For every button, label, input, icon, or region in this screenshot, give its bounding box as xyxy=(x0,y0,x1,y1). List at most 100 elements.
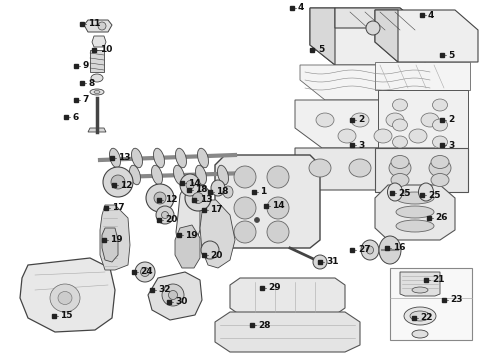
Ellipse shape xyxy=(211,180,225,196)
Text: 30: 30 xyxy=(175,297,187,306)
Text: 17: 17 xyxy=(210,206,222,215)
Ellipse shape xyxy=(391,174,409,186)
Text: 9: 9 xyxy=(82,62,88,71)
Text: 5: 5 xyxy=(448,50,454,59)
Ellipse shape xyxy=(135,262,155,282)
Ellipse shape xyxy=(111,175,125,189)
Ellipse shape xyxy=(313,255,327,269)
Ellipse shape xyxy=(396,206,434,218)
Bar xyxy=(390,268,472,340)
Ellipse shape xyxy=(129,165,141,185)
Polygon shape xyxy=(215,155,320,248)
Ellipse shape xyxy=(412,287,428,293)
Text: 31: 31 xyxy=(326,257,339,266)
Ellipse shape xyxy=(254,217,260,222)
Text: 19: 19 xyxy=(185,230,197,239)
Polygon shape xyxy=(102,228,118,262)
Text: 12: 12 xyxy=(120,180,132,189)
Ellipse shape xyxy=(151,165,163,185)
Ellipse shape xyxy=(418,183,434,201)
Polygon shape xyxy=(215,312,360,352)
Ellipse shape xyxy=(196,165,206,185)
Ellipse shape xyxy=(351,113,369,127)
Ellipse shape xyxy=(201,241,219,259)
Ellipse shape xyxy=(431,174,449,186)
Text: 20: 20 xyxy=(165,216,177,225)
Ellipse shape xyxy=(392,99,408,111)
Text: 2: 2 xyxy=(358,116,364,125)
Text: 3: 3 xyxy=(358,140,364,149)
Text: 10: 10 xyxy=(100,45,112,54)
Polygon shape xyxy=(100,205,130,270)
Ellipse shape xyxy=(162,211,169,219)
Ellipse shape xyxy=(374,129,392,143)
Ellipse shape xyxy=(391,156,409,168)
Polygon shape xyxy=(200,200,235,268)
Text: 15: 15 xyxy=(60,311,73,320)
Text: 16: 16 xyxy=(393,243,406,252)
Ellipse shape xyxy=(197,148,208,168)
Ellipse shape xyxy=(366,21,380,35)
Text: 6: 6 xyxy=(72,112,78,122)
Text: 19: 19 xyxy=(110,235,122,244)
Ellipse shape xyxy=(234,197,256,219)
Polygon shape xyxy=(176,178,200,248)
Ellipse shape xyxy=(186,180,194,189)
Ellipse shape xyxy=(367,246,373,254)
Ellipse shape xyxy=(431,156,449,168)
Ellipse shape xyxy=(396,192,434,204)
Ellipse shape xyxy=(349,159,371,177)
Polygon shape xyxy=(300,65,438,100)
Text: 8: 8 xyxy=(88,78,94,87)
Text: 11: 11 xyxy=(88,19,100,28)
Ellipse shape xyxy=(316,113,334,127)
Text: 12: 12 xyxy=(165,195,177,204)
Text: 18: 18 xyxy=(216,188,228,197)
Ellipse shape xyxy=(409,129,427,143)
Text: 32: 32 xyxy=(158,285,171,294)
Polygon shape xyxy=(400,272,440,296)
Polygon shape xyxy=(310,8,335,65)
Ellipse shape xyxy=(193,193,203,203)
Ellipse shape xyxy=(154,192,166,204)
Polygon shape xyxy=(148,272,202,320)
Polygon shape xyxy=(295,100,460,148)
Ellipse shape xyxy=(175,148,187,168)
Polygon shape xyxy=(90,50,104,72)
Polygon shape xyxy=(375,10,398,62)
Text: 7: 7 xyxy=(82,95,88,104)
Ellipse shape xyxy=(338,129,356,143)
Text: 13: 13 xyxy=(118,153,130,162)
Text: 1: 1 xyxy=(260,188,266,197)
Ellipse shape xyxy=(153,148,165,168)
Text: 27: 27 xyxy=(358,246,370,255)
Polygon shape xyxy=(92,36,106,47)
Text: 29: 29 xyxy=(268,284,281,292)
Text: 23: 23 xyxy=(450,296,463,305)
Ellipse shape xyxy=(433,99,447,111)
Ellipse shape xyxy=(218,165,228,185)
Ellipse shape xyxy=(410,311,430,321)
Polygon shape xyxy=(378,90,468,148)
Polygon shape xyxy=(175,225,200,268)
Ellipse shape xyxy=(386,113,404,127)
Text: 22: 22 xyxy=(420,314,433,323)
Ellipse shape xyxy=(141,267,149,276)
Ellipse shape xyxy=(388,183,402,201)
Text: 21: 21 xyxy=(432,275,444,284)
Polygon shape xyxy=(20,258,115,332)
Ellipse shape xyxy=(103,167,133,197)
Polygon shape xyxy=(375,185,455,240)
Text: 2: 2 xyxy=(448,116,454,125)
Polygon shape xyxy=(375,62,470,90)
Ellipse shape xyxy=(433,119,447,131)
Ellipse shape xyxy=(389,159,411,177)
Text: 3: 3 xyxy=(448,140,454,149)
Ellipse shape xyxy=(131,148,143,168)
Ellipse shape xyxy=(234,166,256,188)
Ellipse shape xyxy=(94,90,100,94)
Ellipse shape xyxy=(404,307,436,325)
Text: 25: 25 xyxy=(428,190,441,199)
Text: 4: 4 xyxy=(428,10,434,19)
Ellipse shape xyxy=(361,240,379,260)
